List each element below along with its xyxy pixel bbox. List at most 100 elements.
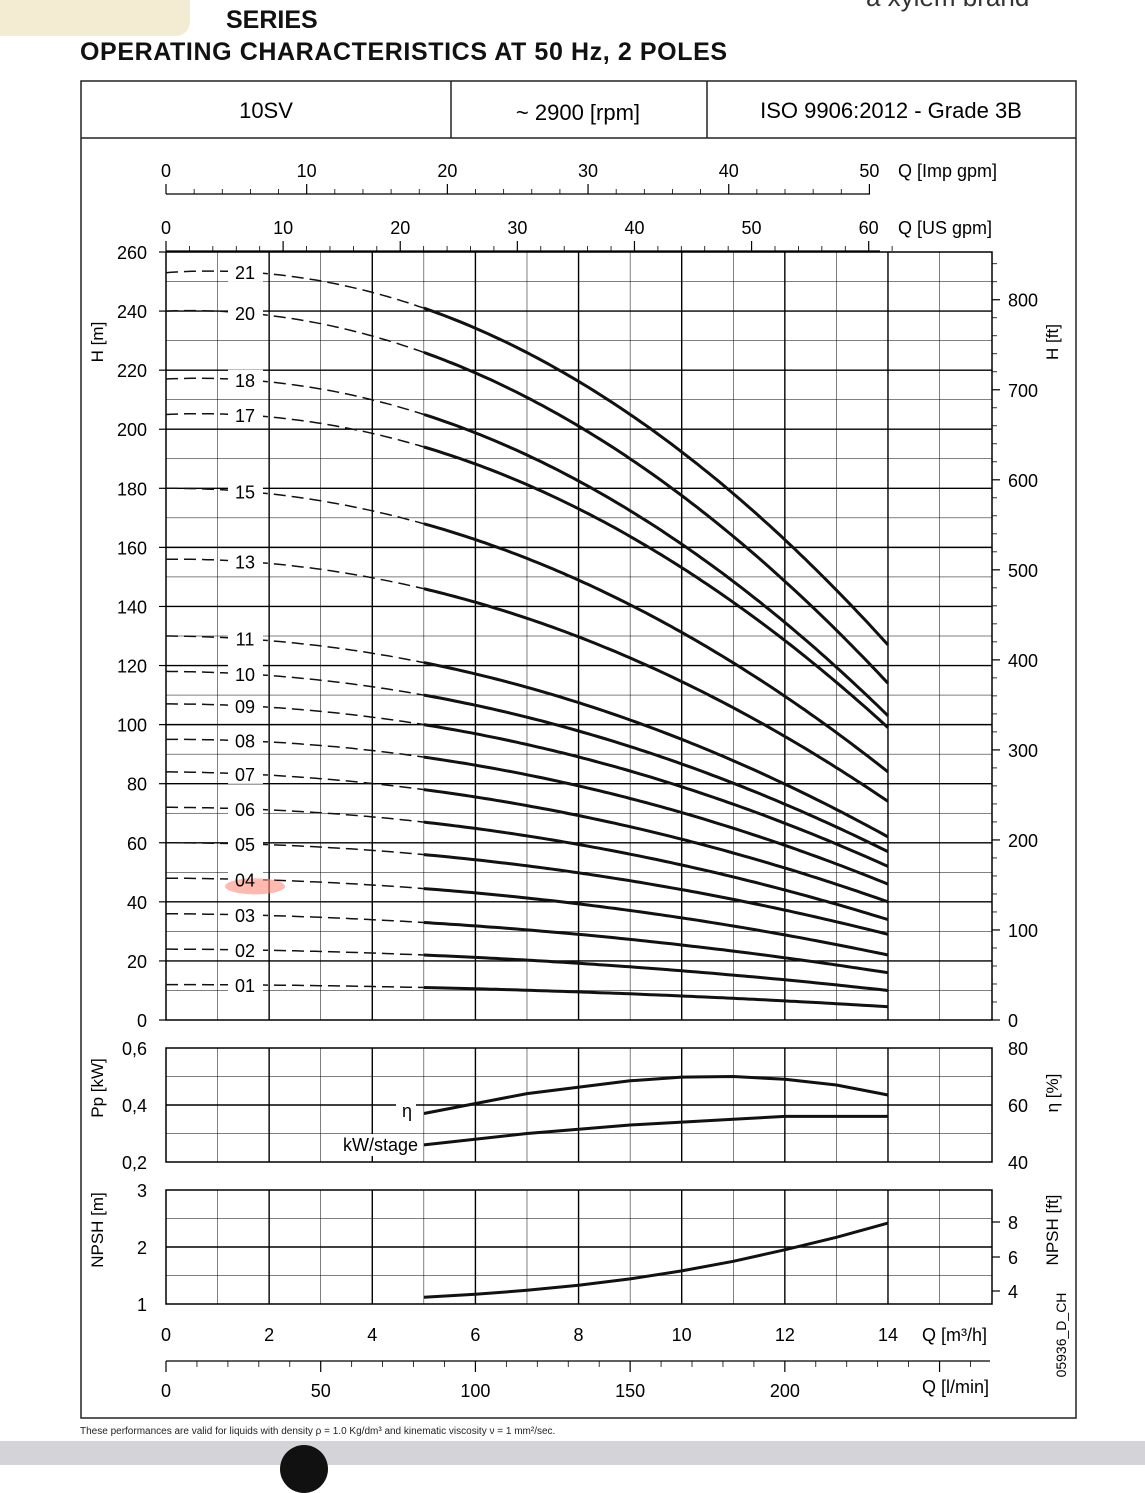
x-tick-label: 12: [775, 1325, 795, 1345]
hq-label-bg: [228, 939, 263, 960]
main-ytick-label: 180: [117, 479, 147, 499]
main-yrtick-label: 700: [1008, 381, 1038, 401]
hq-curve-dashed-15: [166, 487, 425, 525]
hq-label-bg: [228, 695, 263, 716]
hq-curve-03: [423, 921, 889, 975]
us-axis-label: Q [US gpm]: [898, 218, 992, 238]
hq-curve-01: [423, 986, 889, 1009]
imp-tick-label: 0: [161, 161, 171, 181]
main-yrtick-label: 600: [1008, 471, 1038, 491]
imp-tick-label: 20: [437, 161, 457, 181]
hq-curve-dashed-11: [166, 635, 424, 664]
main-ytick-label: 120: [117, 657, 147, 677]
hq-label-bg: [228, 663, 263, 684]
imp-tick-label: 40: [719, 161, 739, 181]
hq-curve-dashed-13: [166, 558, 424, 590]
hq-curve-label: 07: [235, 765, 255, 785]
hq-curve-label: 13: [235, 552, 255, 572]
imp-axis-label: Q [Imp gpm]: [898, 161, 997, 181]
x-tick-label: 4: [367, 1325, 377, 1345]
hq-curve-label: 05: [235, 835, 255, 855]
hq-curve-label: 11: [236, 630, 255, 650]
kw-label-bg: [330, 1134, 420, 1156]
hq-curve-dashed-18: [165, 377, 425, 416]
hq-curve-dashed-06: [166, 806, 424, 823]
lmin-tick-label: 50: [311, 1381, 331, 1401]
eta-ytick-label: 60: [1008, 1096, 1028, 1116]
eta-curve: [423, 1075, 889, 1115]
label-layer: 21 20 18 17 15 13 11 10 09 08 07 06 05 04 03 02 01 η kW/st…: [225, 261, 420, 1156]
imp-tick-label: 10: [297, 161, 317, 181]
lmin-tick-label: 150: [615, 1381, 645, 1401]
hq-curve-dashed-03: [166, 912, 424, 924]
main-yrtick-label: 300: [1008, 741, 1038, 761]
us-tick-label: 60: [859, 218, 879, 238]
hq-curve-dashed-07: [166, 771, 424, 791]
eta-label-bg: [396, 1100, 416, 1120]
standard-label: ISO 9906:2012 - Grade 3B: [760, 98, 1022, 123]
speed-label: ~ 2900 [rpm]: [516, 100, 640, 125]
eta-label: η: [402, 1101, 412, 1121]
hq-curve-label: 09: [235, 697, 255, 717]
series-title: SERIES: [226, 6, 318, 34]
hq-curve-dashed-04: [166, 877, 424, 890]
lmin-axis-label: Q [l/min]: [922, 1377, 989, 1397]
page-title: OPERATING CHARACTERISTICS AT 50 Hz, 2 PO…: [80, 38, 728, 66]
hq-curve-11: [423, 661, 889, 839]
lmin-tick-label: 200: [770, 1381, 800, 1401]
main-yrtick-label: 500: [1008, 561, 1038, 581]
hq-curve-dashed-21: [165, 270, 425, 309]
npsh-ytick-label: 3: [137, 1181, 147, 1201]
eta-ytick-label: 80: [1008, 1039, 1028, 1059]
lmin-tick-label: 100: [460, 1381, 490, 1401]
hq-curve-04: [423, 887, 889, 957]
power-ylabel: Pp [kW]: [88, 1058, 107, 1118]
hq-curve-label: 17: [235, 406, 255, 426]
main-ytick-label: 20: [127, 952, 147, 972]
drawing-code: 05936_D_CH: [1053, 1293, 1069, 1378]
x-tick-label: 10: [672, 1325, 692, 1345]
hq-label-bg: [228, 404, 263, 425]
us-tick-label: 40: [624, 218, 644, 238]
hq-label-bg: [228, 628, 263, 649]
hq-label-bg: [228, 551, 263, 572]
main-yrtick-label: 400: [1008, 651, 1038, 671]
main-yrtick-label: 200: [1008, 831, 1038, 851]
hq-curve-label: 03: [235, 906, 255, 926]
hq-curve-dashed-09: [166, 703, 424, 726]
x-tick-label: 2: [264, 1325, 274, 1345]
main-ytick-label: 240: [117, 302, 147, 322]
imp-tick-label: 50: [859, 161, 879, 181]
x-tick-label: 0: [161, 1325, 171, 1345]
hq-label-bg: [228, 369, 263, 390]
hq-curve-dashed-20: [165, 309, 425, 354]
hq-curve-18: [423, 413, 890, 717]
x-tick-label: 6: [470, 1325, 480, 1345]
hq-curve-label: 18: [235, 371, 255, 391]
npsh-curve: [423, 1221, 889, 1299]
home-indicator[interactable]: [280, 1445, 328, 1493]
hq-label-bg: [228, 730, 263, 751]
power-ytick-label: 0,4: [122, 1096, 147, 1116]
lmin-tick-label: 0: [161, 1381, 171, 1401]
hq-label-bg: [228, 904, 263, 925]
power-ytick-label: 0,2: [122, 1153, 147, 1173]
hq-curve-label: 20: [235, 304, 255, 324]
npsh-ytick-label: 1: [137, 1295, 147, 1315]
hq-curve-label: 06: [235, 800, 255, 820]
npsh-ytick-label: 2: [137, 1238, 147, 1258]
us-tick-label: 10: [273, 218, 293, 238]
hq-label-bg: [228, 302, 263, 323]
main-yrtick-label: 800: [1008, 291, 1038, 311]
hq-curve-dashed-01: [166, 983, 424, 989]
x-tick-label: 14: [878, 1325, 898, 1345]
imp-tick-label: 30: [578, 161, 598, 181]
hq-curve-05: [423, 853, 889, 936]
npsh-ftick-label: 6: [1008, 1248, 1018, 1268]
main-ytick-label: 100: [117, 716, 147, 736]
hq-label-bg: [228, 974, 263, 995]
main-ytick-label: 60: [127, 834, 147, 854]
brand-text: a xylem brand: [866, 0, 1029, 13]
main-ytick-label: 200: [117, 420, 147, 440]
